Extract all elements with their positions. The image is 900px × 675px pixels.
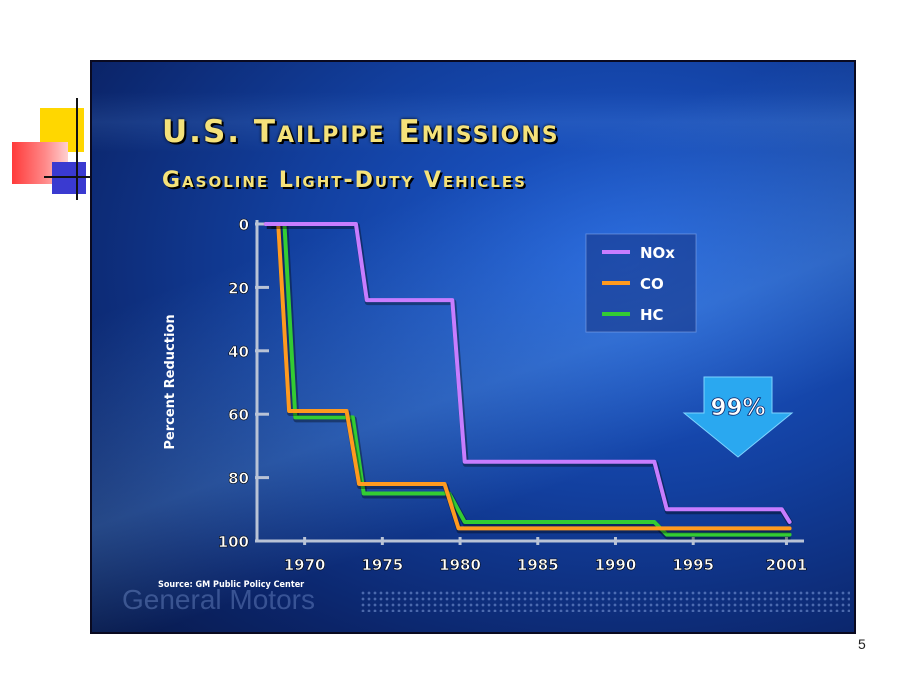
y-axis-label: Percent Reduction [163, 314, 178, 449]
x-tick-label: 1970 [284, 556, 326, 574]
decor-horizontal-line [44, 176, 90, 178]
x-tick-label: 1985 [517, 556, 559, 574]
x-tick-label: 1990 [595, 556, 637, 574]
series-line-co [263, 222, 792, 531]
y-tick-label: 60 [228, 406, 249, 424]
y-tick-label: 80 [228, 470, 249, 488]
x-tick-label: 1995 [672, 556, 714, 574]
series-shadow-nox [266, 223, 794, 526]
watermark-text: General Motors [122, 584, 315, 615]
legend-label-hc: HC [640, 306, 664, 324]
series-line-nox [263, 222, 792, 524]
legend-label-co: CO [640, 275, 664, 293]
y-tick-label: 20 [228, 279, 249, 297]
y-tick-label: 0 [239, 216, 249, 234]
chart-plot: 0 20 40 60 80 100 1970 1975 1980 1985 1990 1995 2001… [163, 216, 808, 575]
x-tick-label: 1975 [361, 556, 403, 574]
decor-blue-square [52, 162, 86, 194]
legend-label-nox: NOx [640, 244, 675, 262]
dot-pattern-decoration [360, 590, 850, 612]
page-number: 5 [858, 636, 866, 652]
down-arrow-icon [682, 376, 794, 458]
y-tick-label: 100 [218, 533, 249, 551]
x-tick-label: 1980 [439, 556, 481, 574]
chart-subtitle: Gasoline Light-Duty Vehicles [162, 168, 527, 193]
chart-annotation: 99% [682, 376, 794, 458]
source-note: Source: GM Public Policy Center [158, 580, 305, 590]
background-light-band [92, 92, 854, 152]
emissions-chart: 0 20 40 60 80 100 1970 1975 1980 1985 1990 1995 2001… [163, 216, 808, 575]
chart-legend: NOx CO HC [585, 233, 697, 333]
y-tick-label: 40 [228, 343, 249, 361]
annotation-label: 99% [710, 395, 765, 421]
chart-image-panel: U.S. Tailpipe Emissions Gasoline Light-D… [90, 60, 856, 634]
x-tick-label: 2001 [766, 556, 808, 574]
chart-title: U.S. Tailpipe Emissions [162, 114, 560, 150]
decor-vertical-line [76, 98, 78, 200]
